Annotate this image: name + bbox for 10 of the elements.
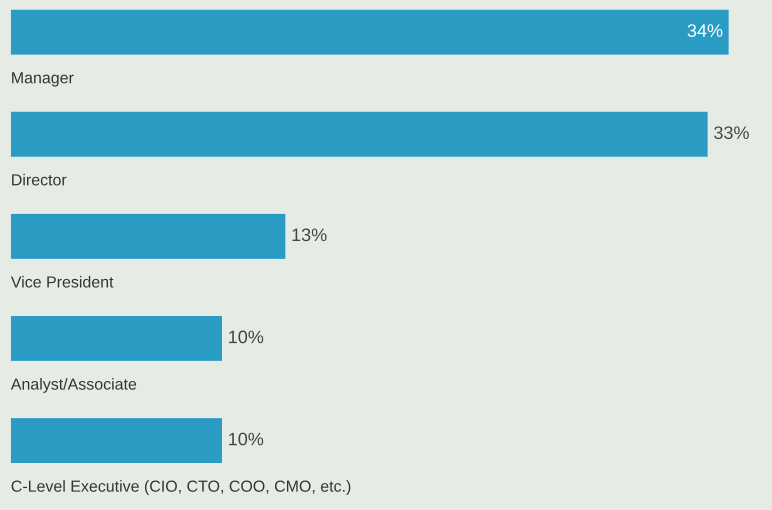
data-label: 10% <box>229 432 264 446</box>
data-label: 10% <box>229 330 264 344</box>
y-tick-label: Director <box>12 174 66 186</box>
y-tick-label: Manager <box>12 72 74 87</box>
data-label: 34% <box>688 24 722 37</box>
y-tick-label: Analyst/Associate <box>10 378 136 393</box>
y-tick-label: C-Level Executive (CIO, CTO, COO, CMO, etc.) <box>12 480 350 495</box>
y-tick-label: Vice President <box>10 276 114 288</box>
data-label: 13% <box>292 228 327 242</box>
data-label: 33% <box>714 126 749 140</box>
